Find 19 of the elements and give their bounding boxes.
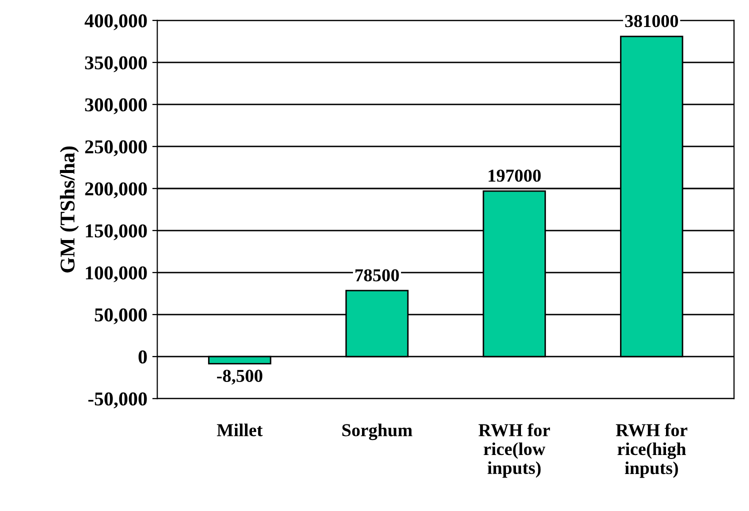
y-tick-label: -50,000 <box>88 392 147 408</box>
y-tick-label: 150,000 <box>86 224 147 240</box>
data-label: 381000 <box>625 15 678 28</box>
x-tick-label: Sorghum <box>342 424 412 440</box>
data-label: 78500 <box>355 269 399 282</box>
y-tick-label: 350,000 <box>85 56 147 72</box>
data-label: 197000 <box>488 170 541 182</box>
data-label: -8,500 <box>217 370 262 385</box>
y-tick-label: 200,000 <box>85 182 147 198</box>
y-tick-label: 250,000 <box>85 140 147 156</box>
y-tick-label: 50,000 <box>94 308 147 324</box>
y-tick-label: 400,000 <box>84 14 147 30</box>
y-tick-label: 0 <box>138 350 147 364</box>
x-tick-label: RWH for rice(low inputs) <box>478 423 550 478</box>
y-tick-label: 100,000 <box>86 266 147 282</box>
x-tick-label: RWH for rice(high inputs) <box>616 423 688 478</box>
y-tick-label: 300,000 <box>85 98 147 114</box>
x-tick-label: Millet <box>216 424 263 436</box>
y-axis-title: GM (TShs/ha) <box>60 146 79 272</box>
